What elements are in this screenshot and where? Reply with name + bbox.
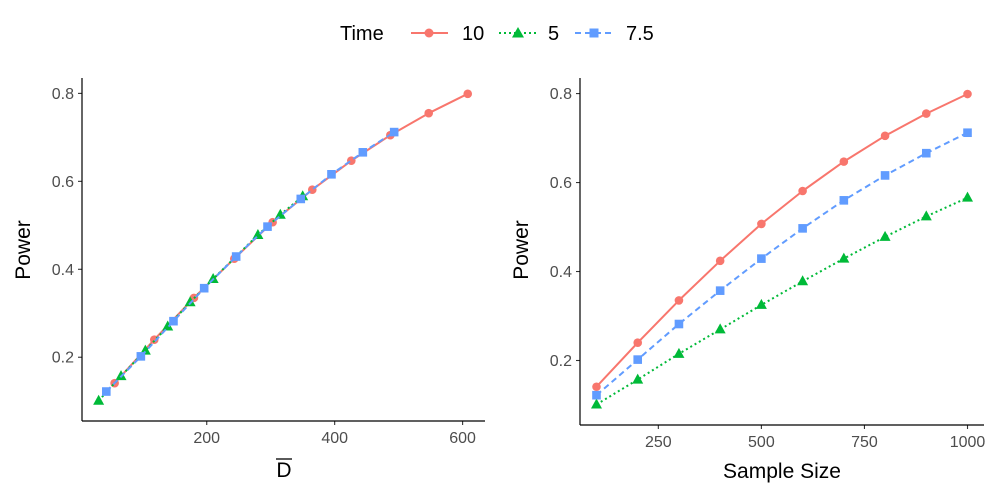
right-point-5 (673, 347, 685, 358)
right-point-5 (590, 398, 602, 409)
left-point-5 (162, 320, 174, 331)
right-point-10 (963, 89, 972, 99)
right-y-tick-label: 0.4 (550, 264, 572, 281)
right-point-5 (962, 191, 974, 202)
right-x-tick-label: 500 (748, 434, 775, 451)
right-point-5 (879, 230, 891, 241)
right-y-tick-label: 0.8 (550, 86, 572, 103)
left-point-10 (463, 89, 473, 99)
left-x-ticks: 200 400 600 (193, 421, 476, 447)
right-x-tick-label: 1000 (950, 434, 986, 451)
left-y-ticks: 0.2 0.4 0.6 0.8 (52, 86, 82, 367)
right-point-10 (880, 131, 890, 141)
legend-key-marker-7-5 (589, 28, 599, 38)
right-point-10 (592, 382, 601, 392)
right-point-10 (798, 186, 807, 196)
right-point-5 (838, 252, 850, 263)
left-point-7-5 (169, 316, 178, 326)
legend-label-7-5: 7.5 (626, 23, 654, 45)
right-point-5 (797, 275, 809, 286)
right-point-7-5 (633, 355, 643, 364)
left-x-tick-label: 600 (449, 430, 476, 447)
legend-title: Time (340, 23, 384, 45)
right-series-line-7-5 (595, 131, 968, 396)
right-point-10 (757, 219, 766, 229)
legend: Time 10 5 7.5 (340, 23, 654, 45)
right-series-line-10 (595, 93, 968, 388)
right-point-5 (632, 373, 644, 384)
left-x-tick-label: 200 (193, 430, 220, 447)
left-point-5 (184, 296, 196, 307)
legend-key-marker-5 (512, 27, 524, 38)
left-point-10 (424, 108, 434, 118)
right-point-7-5 (880, 171, 890, 180)
left-point-5 (274, 208, 286, 219)
left-x-tick-label: 400 (321, 430, 348, 447)
right-point-10 (839, 157, 849, 166)
right-x-axis-title: Sample Size (723, 460, 841, 483)
legend-key-marker-10 (424, 28, 434, 38)
right-point-10 (674, 296, 684, 305)
left-y-tick-label: 0.8 (52, 86, 74, 103)
right-point-7-5 (674, 319, 684, 329)
legend-entry-7-5: 7.5 (575, 23, 654, 45)
left-x-axis-title: D (276, 459, 291, 482)
right-y-tick-label: 0.6 (550, 175, 572, 192)
left-point-7-5 (231, 252, 241, 261)
panel-left: 0.2 0.4 0.6 0.8 200 400 600 Power D (12, 78, 485, 482)
left-series-line-10 (113, 92, 469, 384)
left-y-axis-title: Power (12, 220, 35, 280)
left-point-7-5 (102, 387, 111, 396)
right-point-5 (755, 298, 767, 309)
right-x-ticks: 250 500 750 1000 (645, 425, 985, 451)
right-point-10 (633, 338, 643, 347)
left-point-7-5 (136, 352, 146, 361)
right-y-ticks: 0.2 0.4 0.6 0.8 (550, 86, 580, 370)
right-y-axis-title: Power (510, 220, 533, 280)
panel-right: 0.2 0.4 0.6 0.8 250 500 750 1000 Power Sample … (510, 78, 985, 483)
left-series-layer (93, 89, 473, 405)
right-point-10 (715, 256, 725, 266)
right-x-tick-label: 750 (851, 434, 878, 451)
right-x-tick-label: 250 (645, 434, 672, 451)
legend-entry-5: 5 (499, 23, 559, 45)
left-point-7-5 (327, 170, 336, 179)
left-series-line-5 (97, 195, 304, 402)
right-point-7-5 (839, 196, 849, 205)
right-point-5 (920, 210, 932, 221)
left-point-7-5 (199, 283, 209, 293)
right-point-7-5 (798, 224, 807, 233)
left-point-5 (93, 394, 105, 405)
right-point-7-5 (592, 390, 601, 400)
legend-label-5: 5 (548, 23, 559, 45)
left-point-7-5 (358, 148, 368, 157)
left-series-line-7-5 (105, 131, 395, 393)
right-point-10 (921, 109, 931, 118)
left-point-7-5 (389, 127, 399, 137)
left-point-7-5 (296, 194, 306, 204)
right-series-layer (590, 89, 974, 409)
left-point-7-5 (263, 222, 272, 231)
right-point-7-5 (921, 148, 931, 158)
left-y-tick-label: 0.6 (52, 174, 74, 191)
right-point-7-5 (715, 286, 725, 295)
left-y-tick-label: 0.2 (52, 350, 74, 367)
legend-entry-10: 10 (411, 23, 484, 45)
legend-label-10: 10 (462, 23, 484, 45)
right-point-7-5 (963, 128, 972, 138)
left-y-tick-label: 0.4 (52, 262, 74, 279)
right-series-line-5 (595, 196, 968, 406)
right-point-5 (714, 323, 726, 334)
right-point-7-5 (757, 254, 766, 263)
left-point-5 (252, 228, 264, 239)
right-y-tick-label: 0.2 (550, 353, 572, 370)
